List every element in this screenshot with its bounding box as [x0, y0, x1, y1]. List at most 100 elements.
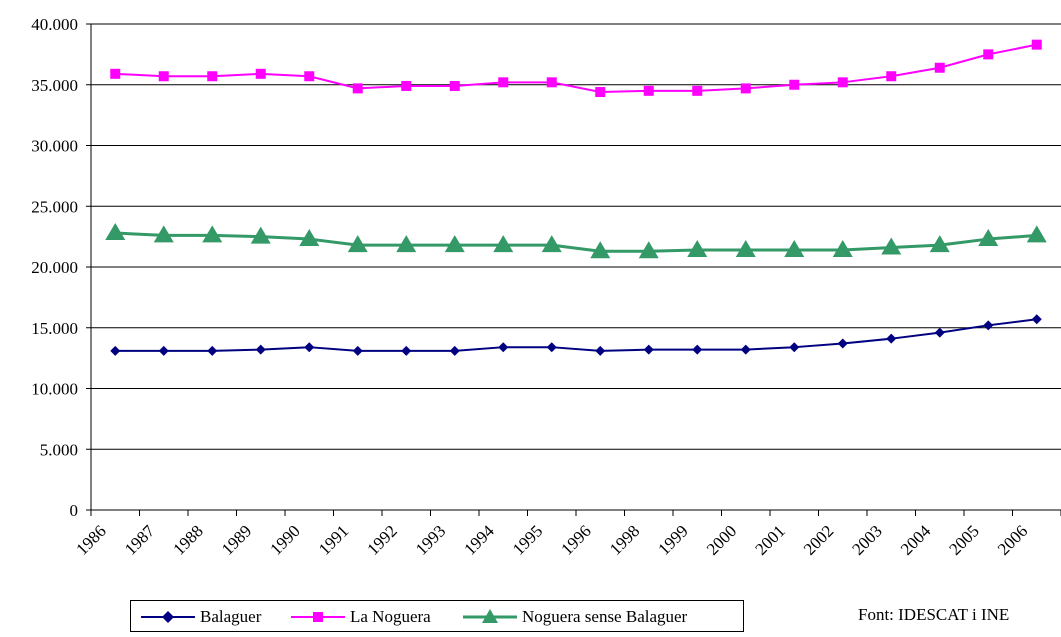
x-tick-label: 2002 — [800, 521, 837, 558]
data-point — [444, 235, 465, 253]
data-point — [886, 71, 897, 82]
gridlines — [91, 23, 1061, 450]
data-point — [449, 80, 460, 91]
legend-label-la-noguera: La Noguera — [350, 607, 431, 626]
data-point — [978, 229, 999, 247]
data-point — [1026, 225, 1047, 243]
x-tick-label: 1993 — [412, 521, 449, 558]
data-point — [643, 344, 654, 355]
data-point — [352, 345, 363, 356]
data-point — [401, 345, 412, 356]
data-point — [1031, 314, 1042, 325]
data-point — [304, 71, 315, 82]
data-point — [347, 235, 368, 253]
source-note: Font: IDESCAT i INE — [858, 605, 1010, 624]
series-line — [115, 231, 1037, 253]
data-point — [983, 320, 994, 331]
x-tick-label: 1990 — [266, 521, 303, 558]
data-point — [158, 71, 169, 82]
legend-label-balaguer: Balaguer — [200, 607, 262, 626]
data-point — [595, 345, 606, 356]
data-point — [110, 68, 121, 79]
data-point — [934, 327, 945, 338]
data-point — [546, 77, 557, 88]
y-tick-label: 25.000 — [31, 197, 78, 216]
data-point — [304, 342, 315, 353]
y-tick-label: 35.000 — [31, 76, 78, 95]
data-point — [153, 225, 174, 243]
diamond-marker-icon — [141, 611, 195, 623]
x-tick-label: 2003 — [848, 521, 885, 558]
data-point — [493, 235, 514, 253]
data-point — [735, 239, 756, 257]
legend-item-balaguer: Balaguer — [139, 607, 261, 627]
data-point — [546, 342, 557, 353]
data-point — [202, 225, 223, 243]
data-point — [1031, 39, 1042, 50]
x-tick-label: 2005 — [945, 521, 982, 558]
legend-item-noguera-sense-balaguer: Noguera sense Balaguer — [461, 607, 687, 627]
y-tick-label: 10.000 — [31, 380, 78, 399]
data-point — [789, 342, 800, 353]
triangle-marker-icon — [463, 609, 517, 623]
data-point — [207, 71, 218, 82]
x-tick-label: 1995 — [509, 521, 546, 558]
series-la-noguera — [110, 39, 1042, 98]
x-tick-label: 1999 — [654, 521, 691, 558]
axes — [86, 23, 1061, 516]
data-point — [105, 222, 126, 240]
data-point — [449, 345, 460, 356]
x-tick-label: 1989 — [218, 521, 255, 558]
square-marker-icon — [291, 612, 345, 622]
data-point — [837, 338, 848, 349]
data-point — [643, 85, 654, 96]
data-point — [983, 49, 994, 60]
data-point — [934, 62, 945, 73]
x-tick-label: 1991 — [315, 521, 352, 558]
x-tick-label: 1988 — [169, 521, 206, 558]
x-axis-ticks: 1986 1987 1988 1989 1990 1991 1992 1993 1994 1995… — [72, 521, 1031, 559]
data-point — [929, 235, 950, 253]
legend: Balaguer La Noguera Noguera sense Balagu… — [130, 600, 744, 632]
data-point — [789, 79, 800, 90]
x-tick-label: 1986 — [72, 521, 109, 558]
x-tick-label: 2004 — [897, 521, 935, 559]
data-point — [401, 80, 412, 91]
x-tick-label: 1998 — [606, 521, 643, 558]
data-point — [158, 345, 169, 356]
y-tick-label: 0 — [70, 501, 79, 520]
data-point — [832, 239, 853, 257]
data-point — [207, 345, 218, 356]
series-line — [115, 318, 1037, 352]
x-tick-label: 1994 — [460, 521, 498, 559]
data-point — [740, 83, 751, 94]
x-tick-label: 1987 — [121, 521, 159, 559]
data-point — [255, 344, 266, 355]
data-point — [299, 229, 320, 247]
x-tick-label: 2000 — [703, 521, 740, 558]
data-point — [352, 83, 363, 94]
data-point — [498, 342, 509, 353]
data-point — [250, 226, 271, 244]
legend-item-la-noguera: La Noguera — [289, 607, 431, 627]
y-tick-label: 15.000 — [31, 319, 78, 338]
data-point — [498, 77, 509, 88]
series-line — [115, 43, 1037, 94]
data-point — [692, 344, 703, 355]
data-point — [396, 235, 417, 253]
data-point — [886, 333, 897, 344]
y-tick-label: 5.000 — [40, 440, 78, 459]
data-point — [590, 241, 611, 259]
y-tick-label: 20.000 — [31, 258, 78, 277]
x-tick-label: 2001 — [751, 521, 788, 558]
data-point — [784, 239, 805, 257]
x-tick-label: 1996 — [557, 521, 594, 558]
legend-label-noguera-sense-balaguer: Noguera sense Balaguer — [522, 607, 688, 626]
y-tick-label: 30.000 — [31, 137, 78, 156]
series-balaguer — [110, 314, 1042, 356]
data-point — [837, 77, 848, 88]
series-layer — [105, 39, 1047, 356]
y-axis-ticks: 0 5.000 10.000 15.000 20.000 25.000 30.000 35.0… — [31, 15, 78, 520]
data-point — [255, 68, 266, 79]
data-point — [541, 235, 562, 253]
